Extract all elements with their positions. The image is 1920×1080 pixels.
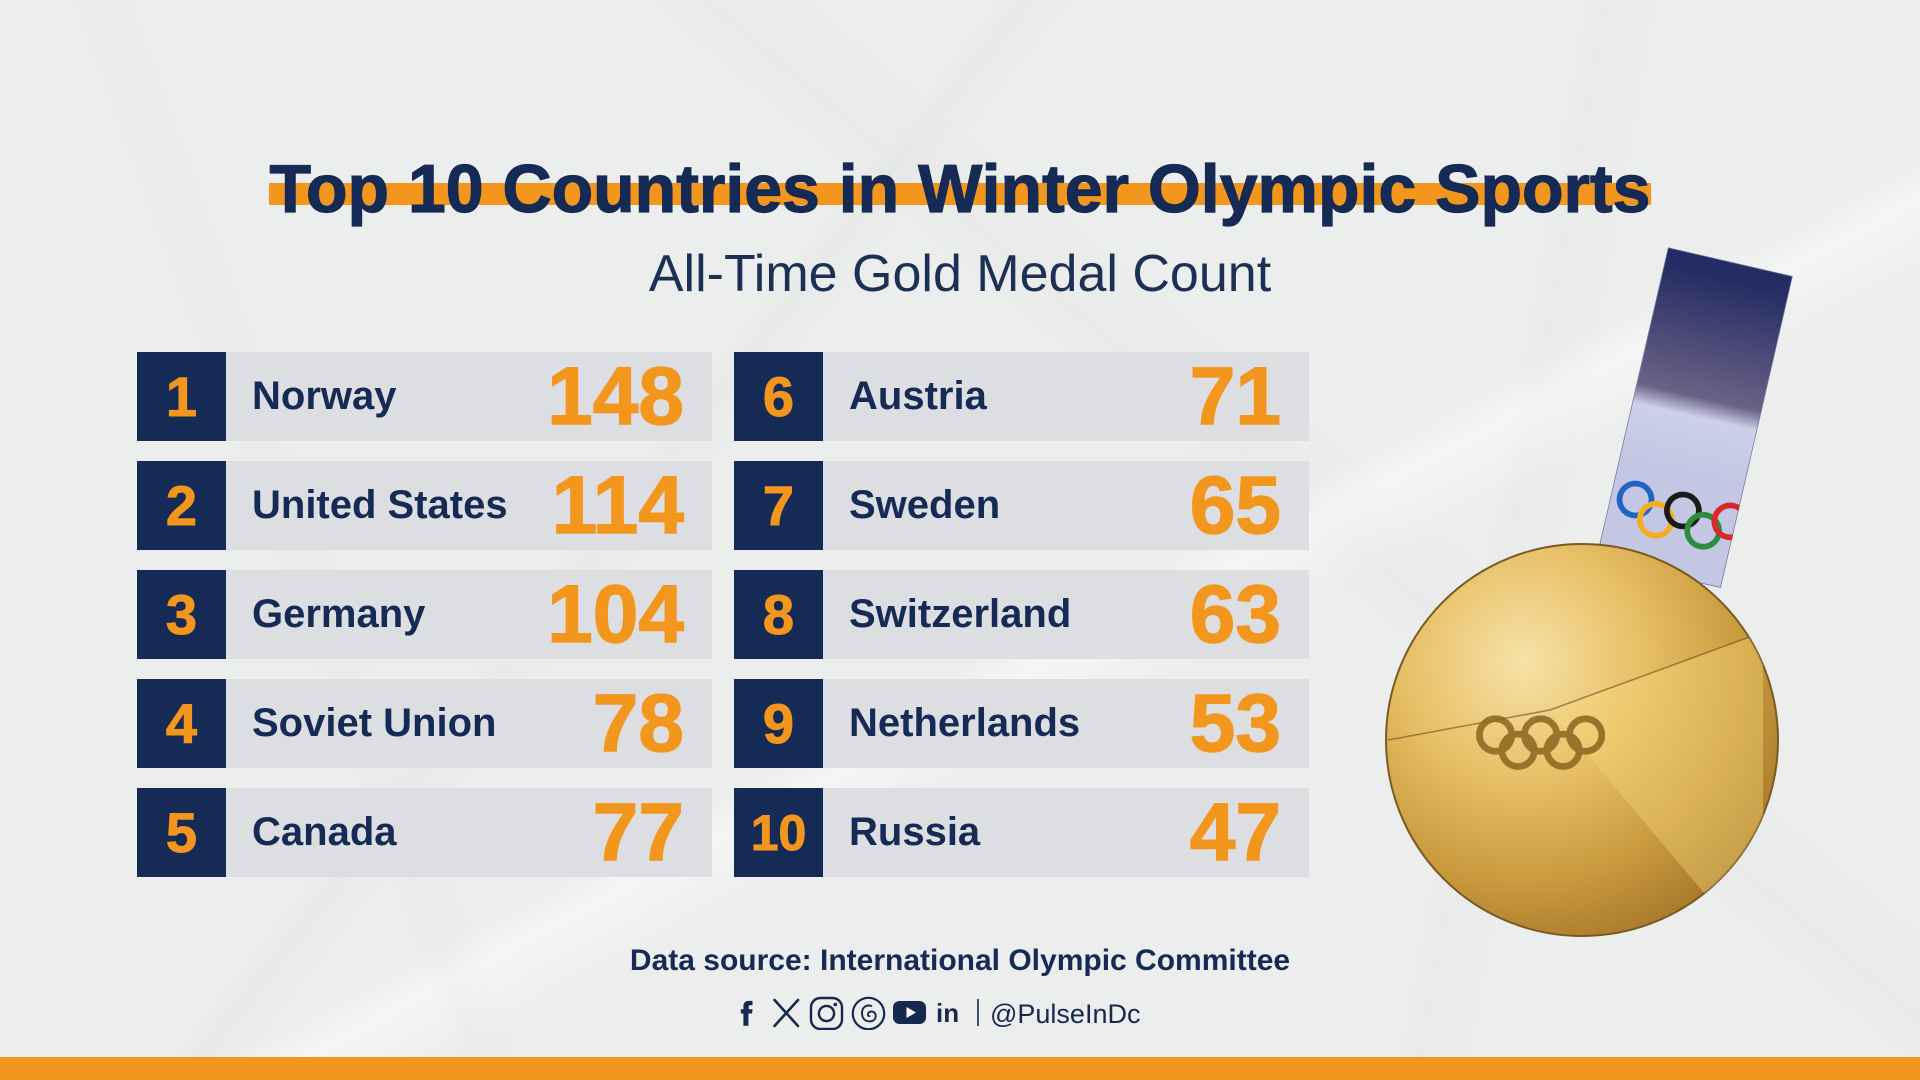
svg-text:in: in [936, 998, 959, 1028]
svg-text:@PulseInDc: @PulseInDc [990, 999, 1140, 1029]
